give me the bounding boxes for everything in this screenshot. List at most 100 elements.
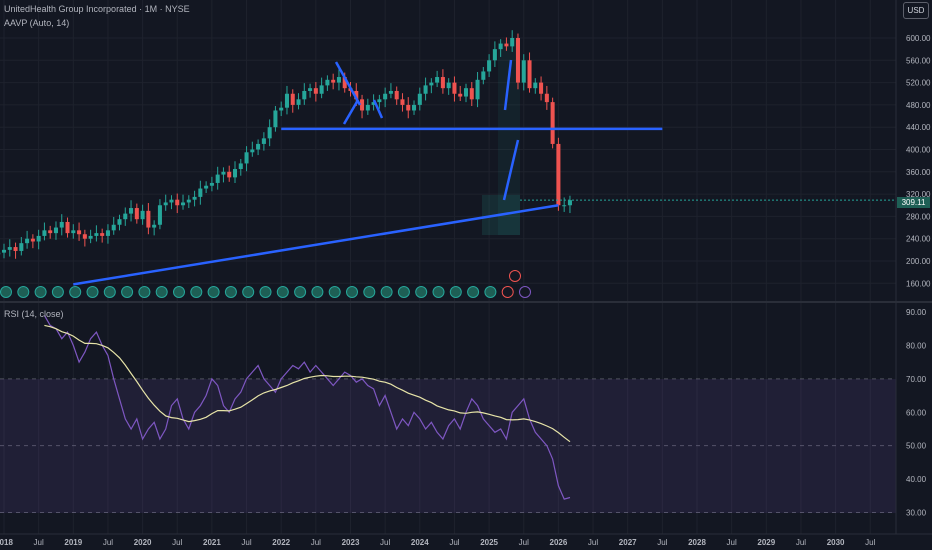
candle-body xyxy=(550,102,555,144)
time-tick-label: 2025 xyxy=(480,538,498,547)
time-tick-label: Jul xyxy=(380,538,390,547)
earnings-marker xyxy=(363,286,376,298)
candle-body xyxy=(117,219,122,225)
time-tick-label: Jul xyxy=(588,538,598,547)
candle-body xyxy=(475,79,480,100)
earnings-marker-circle xyxy=(242,286,255,298)
candle-body xyxy=(394,90,399,100)
earnings-marker-circle xyxy=(449,286,462,298)
candle-body xyxy=(544,93,549,103)
grid xyxy=(0,0,896,534)
price-tick-label: 200.00 xyxy=(906,257,931,266)
time-tick-label: Jul xyxy=(103,538,113,547)
candle-body xyxy=(412,104,417,111)
rsi-tick-label: 60.00 xyxy=(906,408,927,417)
candle-body xyxy=(284,93,289,108)
candle-body xyxy=(487,60,492,72)
earnings-marker-circle xyxy=(121,286,134,298)
earnings-marker xyxy=(380,286,393,298)
rsi-band xyxy=(0,379,896,513)
candle-body xyxy=(400,99,405,105)
time-axis: 2018 Jul 2019 Jul 2020 Jul 2021 Jul 2022 Jul 2023 J… xyxy=(0,538,876,547)
candle-body xyxy=(42,230,47,236)
pattern-stroke xyxy=(342,99,360,125)
candle-body xyxy=(533,82,538,89)
rsi-ma-line xyxy=(44,324,571,443)
time-tick-label: Jul xyxy=(34,538,44,547)
earnings-marker-circle xyxy=(207,286,220,298)
candle-body xyxy=(100,233,105,236)
candle-body xyxy=(256,143,261,150)
earnings-marker xyxy=(0,286,12,298)
rsi-tick-label: 40.00 xyxy=(906,475,927,484)
currency-button[interactable]: USD xyxy=(903,2,929,19)
candle-body xyxy=(492,49,497,61)
earnings-marker-circle xyxy=(276,286,289,298)
candle-body xyxy=(250,149,255,153)
price-tick-label: 320.00 xyxy=(906,190,931,199)
time-tick-label: 2019 xyxy=(64,538,82,547)
candle-body xyxy=(267,127,272,139)
candle-body xyxy=(360,99,365,111)
time-tick-label: Jul xyxy=(865,538,875,547)
volume-profile-upper xyxy=(498,40,520,235)
rsi-title[interactable]: RSI (14, close) xyxy=(4,309,64,319)
earnings-marker-circle xyxy=(173,286,185,298)
earnings-marker-circle xyxy=(34,286,47,298)
candle-body xyxy=(527,60,532,89)
candle-body xyxy=(111,224,116,231)
candle-body xyxy=(377,99,382,103)
rsi-tick-label: 70.00 xyxy=(906,375,927,384)
candle-body xyxy=(19,243,24,251)
time-tick-label: Jul xyxy=(519,538,529,547)
rsi-tick-label: 80.00 xyxy=(906,341,927,350)
time-tick-label: 2018 xyxy=(0,538,13,547)
earnings-marker-circle xyxy=(397,286,410,298)
earnings-marker xyxy=(397,286,410,298)
earnings-marker xyxy=(190,286,203,298)
candle-body xyxy=(417,93,422,105)
candle-body xyxy=(521,60,526,83)
earnings-marker xyxy=(17,286,30,298)
earnings-marker-circle xyxy=(51,286,64,298)
candles xyxy=(0,30,572,259)
earnings-marker-circle xyxy=(415,286,428,298)
price-tick-label: 600.00 xyxy=(906,34,931,43)
candle-body xyxy=(71,230,76,234)
candle-body xyxy=(365,104,370,111)
earnings-marker-circle xyxy=(501,286,514,298)
candle-body xyxy=(30,238,35,242)
earnings-marker xyxy=(467,286,480,298)
chart-title: UnitedHealth Group Incorporated · 1M · N… xyxy=(4,4,190,14)
earnings-marker xyxy=(173,286,185,298)
candle-body xyxy=(215,174,220,183)
earnings-marker-circle xyxy=(155,286,168,298)
candle-body xyxy=(556,143,561,206)
earnings-marker-circle xyxy=(484,286,497,298)
earnings-marker-circle xyxy=(380,286,393,298)
price-tick-label: 520.00 xyxy=(906,79,931,88)
earnings-marker-circle xyxy=(346,286,358,298)
candle-body xyxy=(336,77,341,83)
earnings-marker xyxy=(432,286,445,298)
candle-body xyxy=(562,205,567,207)
rsi-tick-label: 50.00 xyxy=(906,442,927,451)
earnings-marker xyxy=(207,286,220,298)
time-tick-label: Jul xyxy=(311,538,321,547)
time-tick-label: 2022 xyxy=(272,538,290,547)
earnings-marker-circle xyxy=(432,286,445,298)
indicator-label[interactable]: AAVP (Auto, 14) xyxy=(4,18,70,28)
candle-body xyxy=(313,88,318,94)
earnings-marker xyxy=(86,286,99,298)
candle-body xyxy=(498,43,503,50)
candle-body xyxy=(273,110,278,128)
candle-body xyxy=(77,230,82,235)
candle-body xyxy=(65,221,70,234)
price-tick-label: 360.00 xyxy=(906,168,931,177)
candle-body xyxy=(146,210,151,228)
earnings-marker xyxy=(51,286,64,298)
earnings-marker xyxy=(259,286,272,298)
candle-body xyxy=(481,71,486,80)
earnings-marker xyxy=(311,286,324,298)
